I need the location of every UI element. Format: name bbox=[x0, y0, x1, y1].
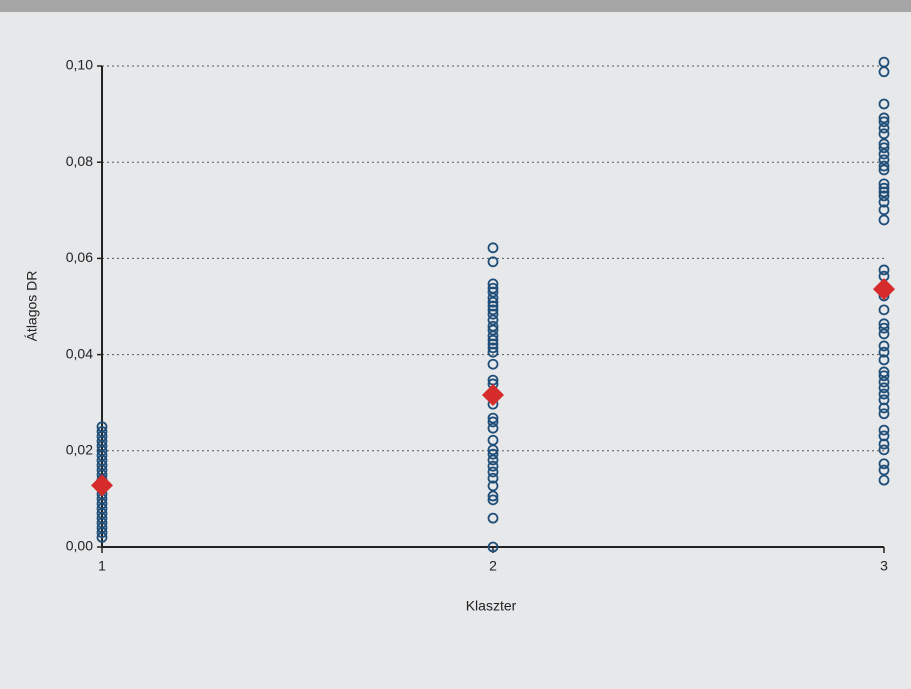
data-point bbox=[878, 458, 890, 470]
data-point bbox=[487, 494, 499, 506]
data-point bbox=[487, 472, 499, 484]
data-point bbox=[878, 366, 890, 378]
y-axis-label: Átlagos DR bbox=[24, 271, 40, 342]
y-tick-label: 0,00 bbox=[66, 538, 93, 554]
mean-marker bbox=[91, 474, 113, 497]
data-point bbox=[487, 342, 499, 354]
x-tick-label: 2 bbox=[489, 558, 497, 574]
data-point bbox=[878, 164, 890, 176]
data-point bbox=[878, 382, 890, 394]
data-point bbox=[878, 264, 890, 276]
data-point bbox=[878, 160, 890, 172]
data-point bbox=[487, 358, 499, 370]
data-point bbox=[487, 346, 499, 358]
data-point bbox=[878, 340, 890, 352]
data-point bbox=[878, 154, 890, 166]
x-axis-label: Klaszter bbox=[466, 598, 517, 614]
data-point bbox=[487, 324, 499, 336]
data-point bbox=[878, 444, 890, 456]
data-point bbox=[878, 464, 890, 476]
data-point bbox=[487, 308, 499, 320]
data-point bbox=[878, 318, 890, 330]
data-point bbox=[878, 214, 890, 226]
data-point bbox=[487, 460, 499, 472]
data-point bbox=[487, 454, 499, 466]
data-point bbox=[878, 112, 890, 124]
data-point bbox=[878, 66, 890, 78]
data-point bbox=[878, 122, 890, 134]
y-tick-label: 0,02 bbox=[66, 442, 93, 458]
top-band bbox=[0, 0, 911, 12]
data-point bbox=[487, 448, 499, 460]
x-tick-label: 3 bbox=[880, 558, 888, 574]
data-point bbox=[487, 412, 499, 424]
data-point bbox=[878, 474, 890, 486]
mean-marker bbox=[873, 278, 895, 301]
data-point bbox=[878, 116, 890, 128]
y-tick-label: 0,04 bbox=[66, 345, 93, 361]
data-point bbox=[878, 354, 890, 366]
mean-marker bbox=[482, 384, 504, 407]
data-point bbox=[878, 128, 890, 140]
y-tick-label: 0,10 bbox=[66, 57, 93, 73]
data-point bbox=[878, 190, 890, 202]
data-point bbox=[487, 422, 499, 434]
data-point bbox=[878, 346, 890, 358]
data-point bbox=[878, 376, 890, 388]
data-point bbox=[487, 296, 499, 308]
data-point bbox=[487, 334, 499, 346]
data-point bbox=[878, 370, 890, 382]
data-point bbox=[878, 322, 890, 334]
data-point bbox=[487, 286, 499, 298]
data-point bbox=[487, 466, 499, 478]
x-tick-label: 1 bbox=[98, 558, 106, 574]
data-point bbox=[878, 196, 890, 208]
data-point bbox=[878, 148, 890, 160]
data-point bbox=[878, 204, 890, 216]
data-point bbox=[487, 314, 499, 326]
data-point bbox=[878, 388, 890, 400]
data-point bbox=[487, 256, 499, 268]
data-point bbox=[878, 328, 890, 340]
data-point bbox=[878, 138, 890, 150]
y-tick-label: 0,06 bbox=[66, 249, 93, 265]
data-point bbox=[878, 98, 890, 110]
data-point bbox=[96, 531, 108, 543]
data-point bbox=[878, 408, 890, 420]
data-point bbox=[487, 480, 499, 492]
data-point bbox=[487, 512, 499, 524]
data-point bbox=[878, 182, 890, 194]
data-point bbox=[487, 541, 499, 553]
data-point bbox=[878, 438, 890, 450]
data-point bbox=[96, 527, 108, 538]
data-point bbox=[487, 490, 499, 502]
data-point bbox=[487, 416, 499, 428]
data-point bbox=[487, 444, 499, 456]
data-point bbox=[878, 402, 890, 414]
data-point bbox=[878, 186, 890, 198]
data-point bbox=[487, 242, 499, 254]
data-point bbox=[878, 304, 890, 316]
data-point bbox=[878, 142, 890, 154]
data-point bbox=[878, 424, 890, 436]
y-tick-label: 0,08 bbox=[66, 153, 93, 169]
data-point bbox=[487, 304, 499, 316]
